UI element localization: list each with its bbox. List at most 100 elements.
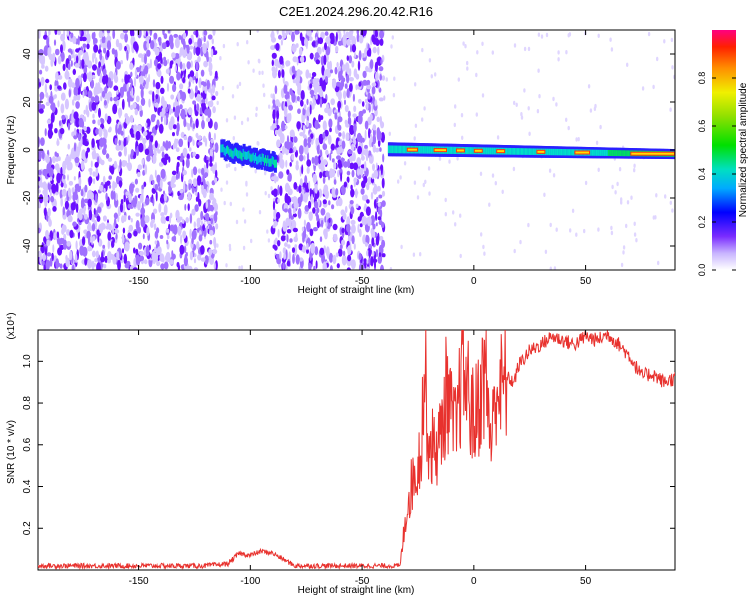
heatmap-cell bbox=[375, 37, 380, 47]
heatmap-cell bbox=[151, 114, 157, 119]
heatmap-cell bbox=[344, 99, 346, 106]
heatmap-cell bbox=[368, 128, 371, 139]
heatmap-cell bbox=[97, 233, 100, 243]
heatmap-cell bbox=[73, 95, 78, 101]
heatmap-cell bbox=[337, 120, 340, 131]
heatmap-cell bbox=[216, 243, 219, 248]
heatmap-cell bbox=[82, 90, 85, 98]
heatmap-cell bbox=[618, 150, 622, 157]
heatmap-cell bbox=[183, 40, 186, 50]
heatmap-cell bbox=[179, 61, 183, 70]
heatmap-cell bbox=[456, 149, 464, 152]
heatmap-cell bbox=[214, 70, 218, 79]
heatmap-cell bbox=[466, 66, 469, 71]
heatmap-cell bbox=[378, 252, 382, 257]
heatmap-cell bbox=[154, 240, 158, 245]
heatmap-cell bbox=[346, 170, 351, 176]
heatmap-cell bbox=[398, 145, 402, 154]
heatmap-cell bbox=[105, 192, 108, 201]
heatmap-cell bbox=[179, 104, 183, 110]
heatmap-x-ticks: -150 -100 -50 0 50 bbox=[129, 30, 592, 287]
heatmap-cell bbox=[155, 124, 158, 131]
heatmap-cell bbox=[156, 227, 160, 234]
heatmap-cell bbox=[45, 156, 50, 164]
heatmap-cell bbox=[182, 169, 187, 176]
heatmap-cell bbox=[340, 80, 345, 88]
heatmap-cell bbox=[158, 161, 164, 167]
heatmap-x-tick-label: -50 bbox=[355, 276, 370, 287]
heatmap-cell bbox=[324, 42, 327, 51]
heatmap-y-tick-label: -40 bbox=[22, 238, 33, 253]
heatmap-cell bbox=[338, 31, 342, 40]
heatmap-cell bbox=[452, 146, 455, 154]
heatmap-cell bbox=[243, 219, 247, 224]
heatmap-cell bbox=[43, 236, 47, 244]
heatmap-cell bbox=[196, 135, 202, 140]
heatmap-cell bbox=[286, 234, 289, 243]
heatmap-cell bbox=[315, 59, 320, 65]
heatmap-cell bbox=[389, 267, 393, 270]
heatmap-cell bbox=[493, 147, 497, 155]
heatmap-cell bbox=[412, 252, 416, 257]
heatmap-cell bbox=[154, 169, 157, 178]
heatmap-cell bbox=[50, 112, 55, 123]
heatmap-cell bbox=[372, 163, 375, 171]
heatmap-cell bbox=[60, 44, 63, 53]
heatmap-cell bbox=[38, 108, 44, 114]
heatmap-cell bbox=[154, 140, 158, 149]
heatmap-cell bbox=[46, 252, 52, 257]
heatmap-cell bbox=[309, 228, 314, 237]
snr-x-tick-label: 50 bbox=[580, 576, 592, 587]
heatmap-cell bbox=[54, 30, 58, 35]
heatmap-cell bbox=[324, 76, 329, 83]
heatmap-cell bbox=[289, 30, 292, 36]
heatmap-cell bbox=[597, 149, 600, 156]
heatmap-cell bbox=[138, 105, 143, 111]
heatmap-cell bbox=[620, 197, 623, 202]
heatmap-cell bbox=[363, 175, 368, 184]
heatmap-cell bbox=[98, 238, 103, 247]
heatmap-cell bbox=[270, 93, 273, 99]
heatmap-cell bbox=[190, 89, 193, 96]
heatmap-cell bbox=[284, 242, 288, 247]
heatmap-cell bbox=[173, 33, 179, 38]
heatmap-cell bbox=[344, 83, 348, 89]
heatmap-cell bbox=[297, 108, 301, 114]
heatmap-cell bbox=[75, 101, 80, 109]
heatmap-cell bbox=[334, 66, 338, 75]
heatmap-cell bbox=[46, 36, 50, 48]
heatmap-cell bbox=[69, 250, 73, 261]
heatmap-cell bbox=[89, 191, 94, 201]
heatmap-cell bbox=[308, 180, 311, 190]
heatmap-cell bbox=[357, 60, 361, 71]
colorbar-tick-label: 0.2 bbox=[697, 216, 707, 229]
heatmap-cell bbox=[197, 55, 201, 63]
heatmap-cell bbox=[625, 150, 628, 157]
heatmap-cell bbox=[322, 160, 328, 166]
heatmap-cell bbox=[46, 119, 52, 125]
heatmap-cell bbox=[428, 58, 432, 63]
heatmap-cell bbox=[293, 182, 298, 190]
heatmap-cell bbox=[61, 224, 67, 233]
heatmap-cell bbox=[209, 162, 213, 167]
heatmap-cell bbox=[45, 92, 49, 98]
heatmap-cell bbox=[540, 34, 544, 39]
heatmap-cell bbox=[78, 212, 83, 221]
heatmap-cell bbox=[382, 153, 385, 163]
heatmap-cell bbox=[381, 190, 386, 197]
heatmap-cell bbox=[192, 100, 197, 105]
heatmap-cell bbox=[302, 124, 306, 135]
heatmap-cell bbox=[319, 247, 325, 256]
heatmap-cell bbox=[98, 30, 103, 39]
heatmap-cell bbox=[234, 166, 237, 172]
heatmap-cell bbox=[139, 255, 145, 262]
heatmap-cell bbox=[178, 216, 183, 221]
heatmap-cell bbox=[331, 78, 337, 89]
heatmap-cell bbox=[370, 255, 374, 267]
heatmap-cell bbox=[364, 263, 367, 269]
heatmap-cell bbox=[195, 118, 199, 129]
heatmap-cell bbox=[157, 181, 161, 188]
heatmap-cell bbox=[146, 49, 151, 57]
heatmap-cell bbox=[633, 221, 636, 226]
heatmap-cell bbox=[286, 98, 291, 108]
